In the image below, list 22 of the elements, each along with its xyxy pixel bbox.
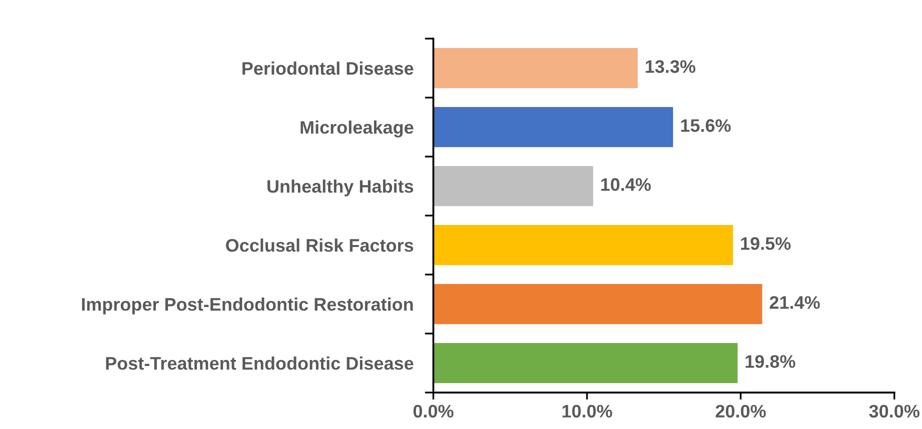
x-tick-label: 0.0% [413,404,454,418]
data-label: 19.8% [746,355,796,368]
bar [433,284,762,324]
bar [433,48,638,88]
y-tick-label: Improper Post-Endodontic Restoration [82,298,413,314]
x-tick-label: 20.0% [716,404,766,418]
x-tick-label: 10.0% [562,404,612,418]
y-tick-label: Microleakage [300,120,414,138]
data-label: 10.4% [601,178,651,191]
bar [433,342,738,384]
x-tick-label: 30.0% [869,404,920,418]
data-label: 13.3% [646,60,696,73]
data-label: 21.4% [770,296,820,309]
bar [433,166,594,206]
data-label: 19.5% [741,237,791,250]
y-tick-label: Occlusal Risk Factors [226,238,414,252]
bar [433,225,733,266]
data-label: 15.6% [681,119,731,132]
bar [433,107,674,148]
y-tick-label: Unhealthy Habits [268,180,414,196]
y-tick-label: Periodontal Disease [242,62,414,75]
y-tick-label: Post-Treatment Endodontic Disease [106,356,414,370]
